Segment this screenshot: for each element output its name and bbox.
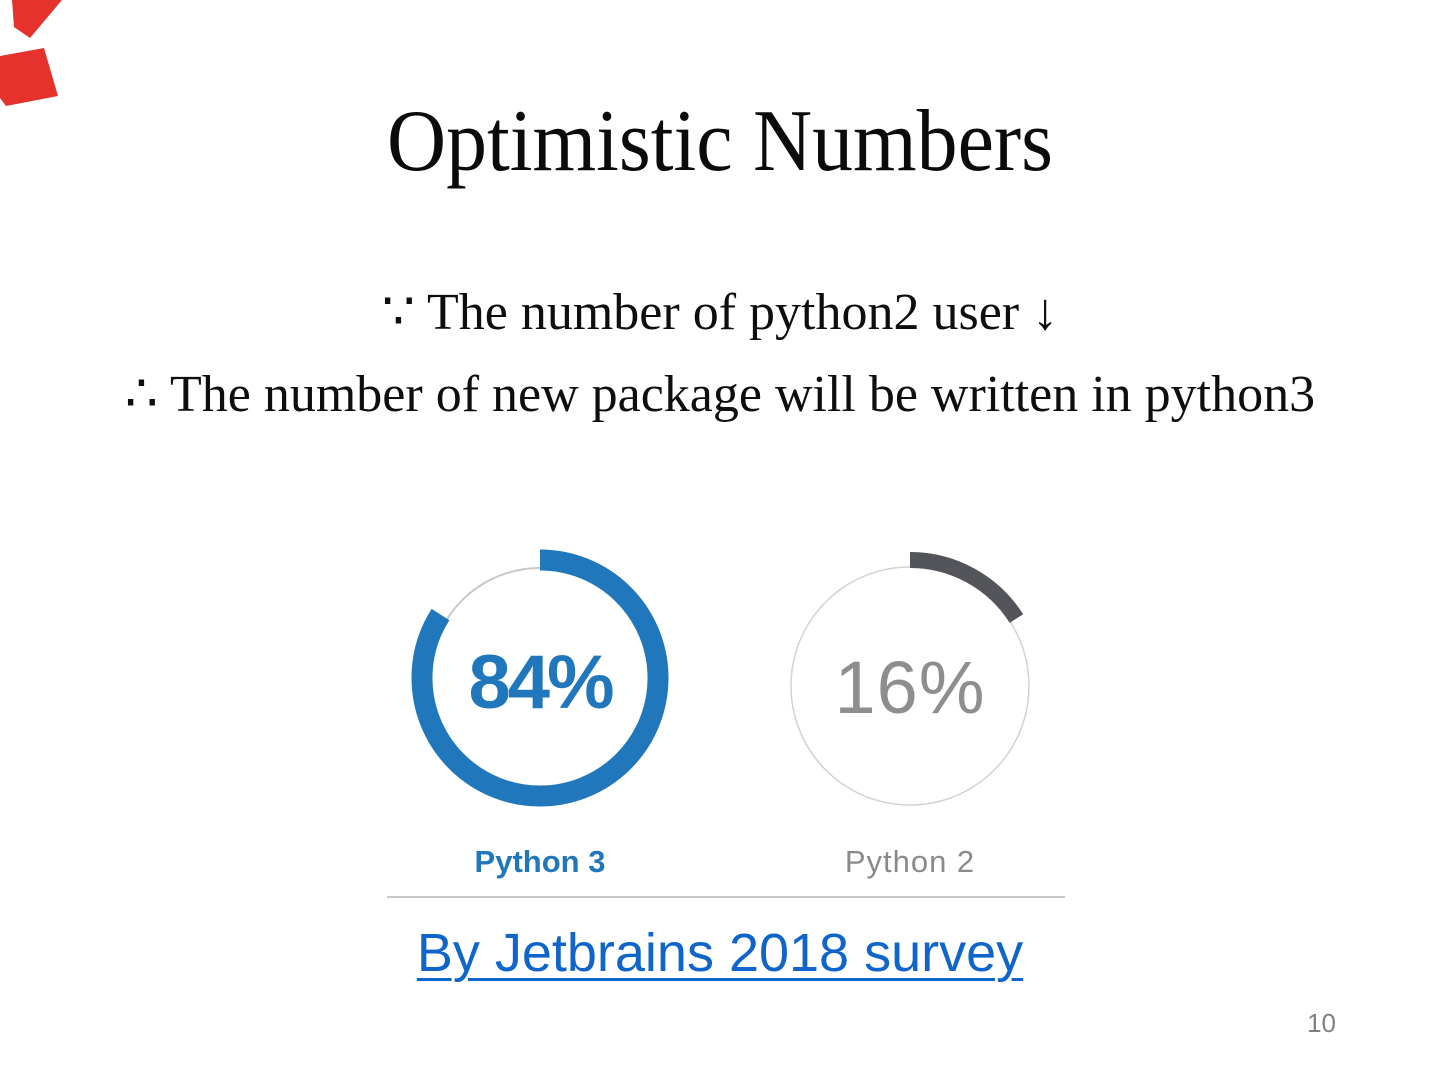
python3-percent-value: 84% xyxy=(468,639,614,725)
slide-title: Optimistic Numbers xyxy=(386,93,1054,190)
python2-donut-rings xyxy=(776,552,1044,820)
reason-line-python3-packages: ∴ The number of new package will be writ… xyxy=(124,366,1316,423)
python3-donut-chart: 84% xyxy=(400,538,680,818)
red-doodle-stroke-bottom xyxy=(0,48,58,106)
page-number: 10 xyxy=(1307,1008,1336,1038)
reason-line-python2-decline: ∵ The number of python2 user ↓ xyxy=(381,284,1059,341)
python2-label: Python 2 xyxy=(844,844,976,879)
red-doodle-stroke-top xyxy=(12,0,62,38)
python2-value-arc xyxy=(776,552,1044,820)
python2-donut-chart: 16% xyxy=(770,546,1050,826)
python3-label: Python 3 xyxy=(474,844,606,879)
red-corner-doodle-icon xyxy=(0,0,62,106)
python3-value-arc xyxy=(411,549,669,807)
jetbrains-survey-link[interactable]: By Jetbrains 2018 survey xyxy=(416,923,1024,983)
source-link-row: By Jetbrains 2018 survey xyxy=(0,922,1440,984)
python2-percent-value: 16% xyxy=(834,645,986,729)
chart-divider-line xyxy=(387,896,1065,898)
python3-donut-rings xyxy=(411,549,669,807)
